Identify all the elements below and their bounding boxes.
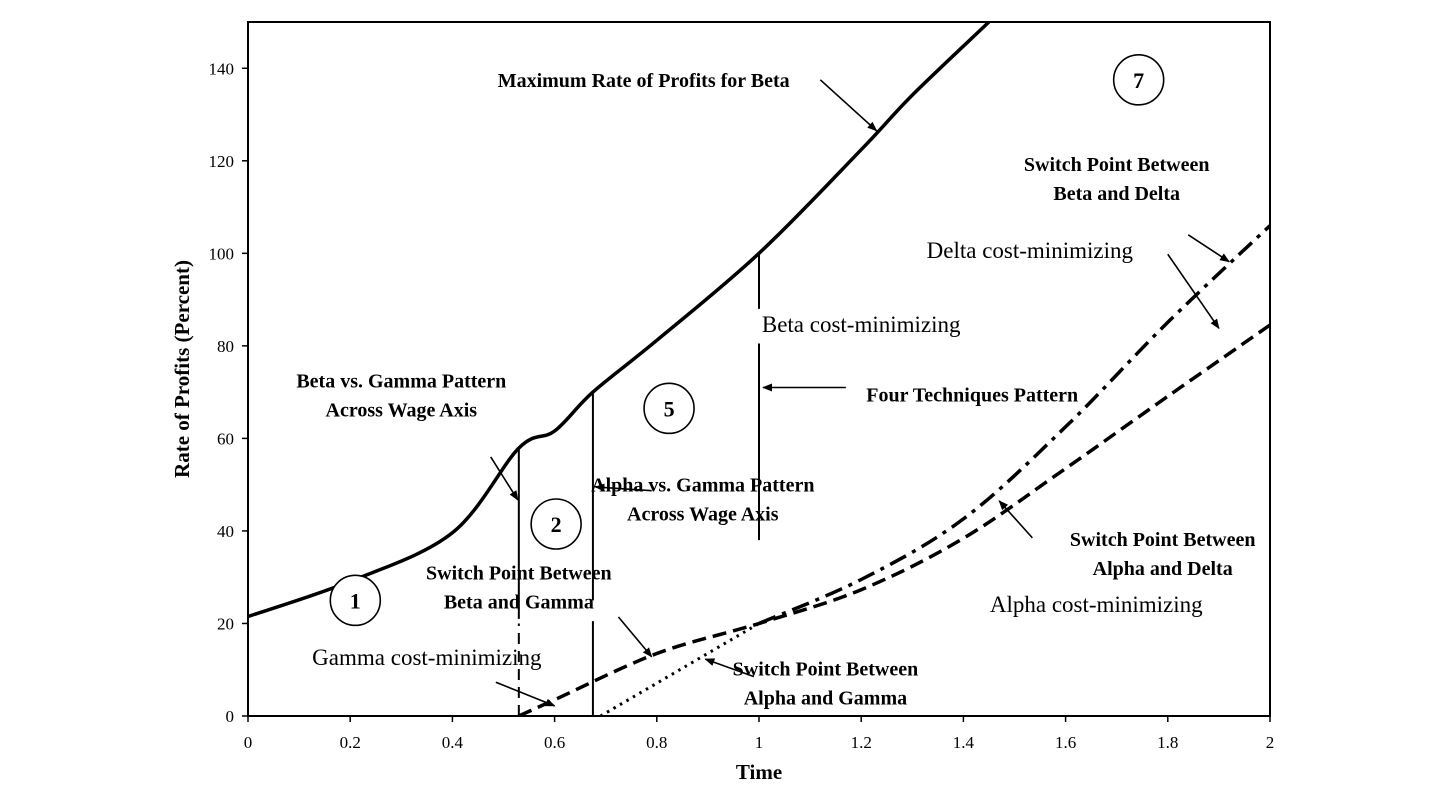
annotation-text: Alpha cost-minimizing [990, 592, 1203, 617]
x-tick-label: 1 [755, 733, 764, 752]
annotation-text: Alpha and Gamma [744, 688, 907, 710]
annotation-text: Beta vs. Gamma Pattern [296, 371, 506, 393]
annotation-text: Switch Point Between [426, 563, 612, 585]
annotation-text: Alpha vs. Gamma Pattern [591, 475, 814, 497]
region-label: 2 [551, 512, 562, 537]
annotation-text: Switch Point Between [1070, 529, 1256, 551]
region-circle [1112, 54, 1165, 106]
annotation-text: Switch Point Between [1024, 154, 1210, 176]
annotation-arrow [490, 456, 519, 501]
x-tick-label: 1.4 [953, 733, 975, 752]
region-circle [329, 574, 382, 627]
y-tick-label: 40 [217, 522, 234, 541]
y-tick-label: 140 [209, 59, 235, 78]
annotation-max-beta: Maximum Rate of Profits for Beta [498, 70, 878, 132]
x-tick-label: 0.4 [442, 733, 464, 752]
annotation-arrow [594, 483, 652, 492]
annotation-alpha-gamma-wage: Alpha vs. Gamma Pattern Across Wage Axis [591, 475, 814, 526]
annotation-text: Across Wage Axis [627, 504, 779, 526]
axes [242, 21, 1271, 722]
annotation-arrow [617, 616, 653, 658]
y-tick-label: 60 [217, 429, 234, 448]
x-axis-title: Time [736, 760, 782, 784]
series-dotted-line [599, 622, 760, 716]
series-solid-line [248, 22, 991, 619]
region-marker-7: 7 [1112, 54, 1165, 106]
annotation-sp-alpha-delta: Switch Point Between Alpha and Delta [998, 500, 1256, 580]
series-dashed-line [518, 323, 1270, 716]
region-label: 1 [350, 588, 361, 613]
annotation-gamma-cm: Gamma cost-minimizing [312, 645, 556, 707]
annotation-text: Beta cost-minimizing [762, 312, 961, 337]
annotation-sp-alpha-gamma: Switch Point Between Alpha and Gamma [704, 658, 919, 710]
annotation-arrow [1187, 234, 1230, 263]
region-label: 7 [1133, 68, 1144, 93]
y-tick-label: 100 [209, 244, 235, 263]
annotation-text: Beta and Gamma [444, 592, 594, 614]
x-tick-label: 2 [1266, 733, 1275, 752]
annotation-text: Alpha and Delta [1093, 558, 1233, 580]
series-layer [248, 22, 1270, 716]
region-circle [643, 382, 695, 435]
annotation-delta-cm: Delta cost-minimizing [927, 238, 1220, 330]
x-tick-label: 1.2 [851, 733, 872, 752]
annotations: Maximum Rate of Profits for Beta Switch P… [296, 70, 1255, 710]
annotation-arrow [998, 500, 1033, 539]
x-tick-label: 0.8 [646, 733, 667, 752]
series-dash-dot-line [758, 224, 1270, 626]
region-marker-2: 2 [530, 498, 582, 550]
region-marker-5: 5 [643, 382, 695, 435]
tick-labels: 0 0.2 0.4 0.6 0.8 1 1.2 1.4 1.6 1.8 20204060801001… [209, 59, 1275, 752]
annotation-text: Delta cost-minimizing [927, 238, 1134, 263]
x-tick-label: 0.2 [340, 733, 361, 752]
y-tick-label: 80 [217, 337, 234, 356]
annotation-arrow [704, 658, 755, 678]
x-tick-label: 0 [244, 733, 253, 752]
y-tick-label: 20 [217, 614, 234, 633]
annotation-text: Beta and Delta [1053, 183, 1180, 205]
y-axis-title: Rate of Profits (Percent) [170, 260, 194, 478]
annotation-four-tech: Four Techniques Pattern [762, 383, 1078, 406]
y-tick-label: 120 [209, 152, 235, 171]
annotation-arrow [1167, 253, 1220, 330]
region-circle [530, 498, 582, 550]
annotation-beta-gamma-wage: Beta vs. Gamma Pattern Across Wage Axis [296, 371, 519, 501]
annotation-text: Four Techniques Pattern [866, 384, 1078, 406]
region-marker-1: 1 [329, 574, 382, 627]
annotation-arrow [495, 681, 556, 707]
x-tick-label: 1.8 [1157, 733, 1178, 752]
annotation-beta-cm: Beta cost-minimizing [762, 312, 961, 337]
x-tick-label: 0.6 [544, 733, 565, 752]
region-markers: 1 2 5 7 [329, 54, 1165, 627]
annotation-arrow [819, 79, 878, 132]
pattern-lines [517, 253, 760, 716]
annotation-sp-beta-gamma: Switch Point Between Beta and Gamma [426, 563, 653, 658]
annotation-sp-beta-delta: Switch Point Between Beta and Delta [1024, 154, 1230, 263]
annotation-alpha-cm: Alpha cost-minimizing [990, 592, 1203, 617]
annotation-text: Maximum Rate of Profits for Beta [498, 70, 790, 92]
annotation-text: Switch Point Between [733, 659, 919, 681]
annotation-text: Across Wage Axis [326, 400, 478, 422]
x-tick-label: 1.6 [1055, 733, 1076, 752]
annotation-text: Gamma cost-minimizing [312, 645, 542, 670]
region-label: 5 [664, 396, 675, 421]
y-tick-label: 0 [226, 707, 235, 726]
